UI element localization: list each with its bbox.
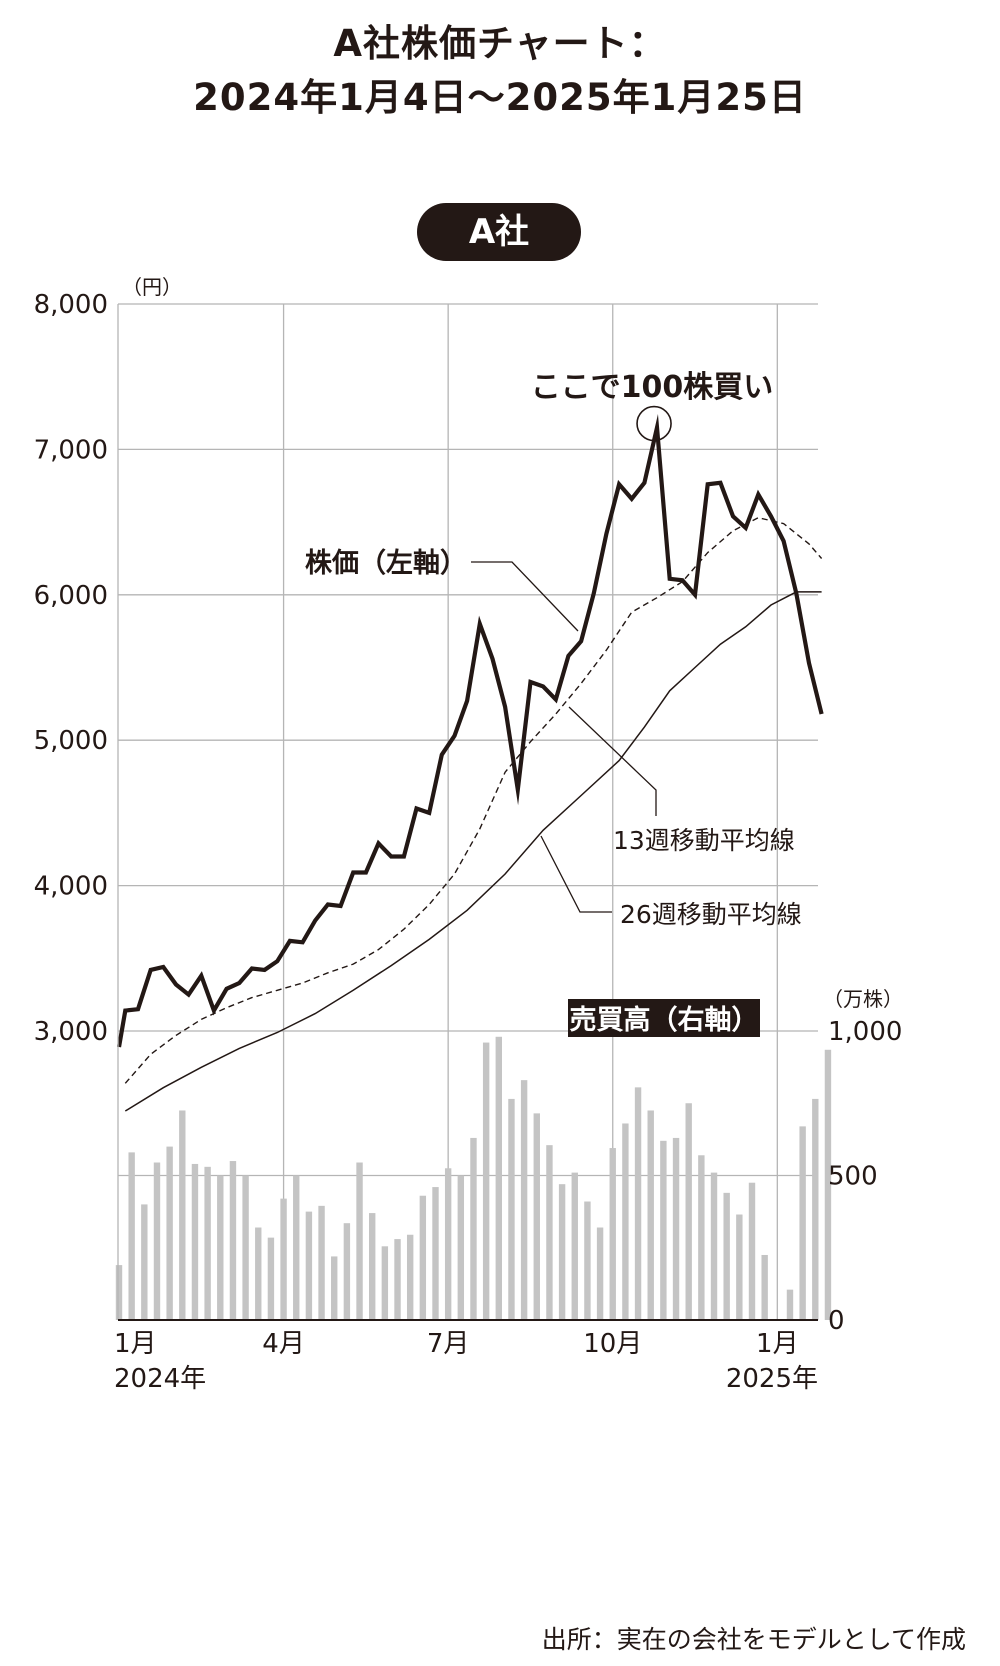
x-tick-sublabel: 2025年 <box>726 1364 818 1394</box>
volume-bar <box>634 1087 642 1320</box>
volume-bar <box>115 1265 123 1320</box>
volume-label: 売買高（右軸） <box>570 1004 759 1036</box>
volume-bar <box>761 1254 768 1320</box>
volume-bar <box>812 1098 819 1320</box>
volume-bar <box>470 1137 477 1320</box>
volume-bar <box>482 1042 490 1320</box>
price-lines <box>116 413 824 1112</box>
y-right-tick-label: 500 <box>828 1162 878 1192</box>
volume-bar <box>204 1166 211 1320</box>
volume-bar <box>293 1175 300 1320</box>
volume-bar <box>660 1140 667 1320</box>
y-left-tick-label: 4,000 <box>34 872 108 902</box>
volume-bars <box>115 1036 832 1320</box>
y-left-tick-label: 7,000 <box>34 435 108 465</box>
y-left-unit: （円） <box>122 275 182 299</box>
volume-bar <box>824 1049 832 1320</box>
volume-bar <box>736 1214 743 1320</box>
x-tick-label: 1月 <box>756 1329 799 1359</box>
volume-bar <box>191 1163 199 1320</box>
gridlines <box>118 303 818 1320</box>
volume-bar <box>495 1036 502 1320</box>
y-right-tick-label: 1,000 <box>828 1017 902 1047</box>
volume-bar <box>685 1103 692 1320</box>
volume-bar <box>698 1155 705 1320</box>
x-tick-sublabel: 2024年 <box>114 1364 206 1394</box>
volume-bar <box>381 1246 389 1320</box>
ma26-label: 26週移動平均線 <box>620 900 802 929</box>
y-left-tick-label: 8,000 <box>34 290 108 320</box>
buy-annotation: ここで100株買い <box>531 370 774 405</box>
volume-bar <box>571 1172 578 1320</box>
volume-bar <box>558 1184 566 1320</box>
price-leader-line <box>471 561 579 632</box>
volume-bar <box>141 1204 148 1320</box>
volume-bar <box>394 1239 401 1320</box>
volume-bar <box>255 1227 262 1320</box>
volume-bar <box>318 1205 325 1320</box>
volume-bar <box>432 1187 439 1320</box>
volume-bar <box>786 1289 794 1320</box>
volume-bar <box>229 1161 237 1320</box>
volume-bar <box>305 1211 313 1320</box>
volume-bar <box>280 1198 287 1320</box>
volume-bar <box>179 1110 186 1320</box>
source-note: 出所：実在の会社をモデルとして作成 <box>541 1625 966 1654</box>
ma13-label: 13週移動平均線 <box>613 826 795 855</box>
volume-bar <box>343 1223 351 1320</box>
x-tick-label: 10月 <box>583 1329 642 1359</box>
volume-bar <box>267 1237 275 1320</box>
x-tick-label: 4月 <box>262 1329 305 1359</box>
volume-bar <box>672 1137 680 1320</box>
volume-bar <box>546 1145 553 1320</box>
y-left-tick-label: 5,000 <box>34 726 108 756</box>
ma26-leader-line <box>540 835 612 913</box>
volume-bar <box>419 1195 427 1320</box>
y-left-tick-label: 6,000 <box>34 581 108 611</box>
chart-title-line-2: 2024年1月4日～2025年1月25日 <box>193 76 807 119</box>
price-line-label: 株価（左軸） <box>305 548 467 579</box>
volume-bar <box>710 1172 718 1320</box>
y-right-tick-label: 0 <box>828 1306 845 1336</box>
ma13-leader-line <box>568 706 657 816</box>
volume-bar <box>584 1201 591 1320</box>
volume-bar <box>166 1146 173 1320</box>
volume-bar <box>748 1182 756 1320</box>
ma13-line <box>124 516 823 1084</box>
volume-bar <box>799 1126 806 1320</box>
ma26-line <box>124 591 822 1112</box>
volume-bar <box>647 1110 654 1320</box>
volume-bar <box>457 1175 465 1320</box>
price-line <box>116 413 824 1048</box>
buy-point-circle <box>636 405 672 442</box>
volume-bar <box>622 1123 629 1320</box>
volume-bar <box>331 1256 338 1320</box>
volume-bar <box>242 1175 249 1320</box>
volume-bar <box>723 1192 730 1320</box>
volume-label-box <box>568 999 760 1037</box>
volume-bar <box>128 1152 135 1320</box>
volume-bar <box>533 1113 540 1320</box>
x-tick-label: 1月 <box>114 1329 157 1359</box>
volume-bar <box>217 1175 224 1320</box>
volume-bar <box>596 1227 604 1320</box>
volume-bar <box>406 1234 414 1320</box>
y-left-tick-label: 3,000 <box>34 1017 108 1047</box>
volume-bar <box>356 1162 363 1320</box>
volume-bar <box>369 1213 376 1320</box>
company-badge: A社 <box>417 203 581 261</box>
y-right-unit: （万株） <box>823 987 903 1011</box>
x-tick-label: 7月 <box>427 1329 470 1359</box>
chart-title-line-1: A社株価チャート： <box>333 22 667 65</box>
volume-bar <box>609 1148 616 1320</box>
volume-bar <box>444 1168 452 1320</box>
volume-bar <box>153 1162 161 1320</box>
volume-bar <box>508 1098 515 1320</box>
axes: 8,000 7,000 6,000 5,000 4,000 3,000 1,000 500 0 （… <box>34 275 903 1394</box>
volume-bar <box>520 1080 528 1320</box>
